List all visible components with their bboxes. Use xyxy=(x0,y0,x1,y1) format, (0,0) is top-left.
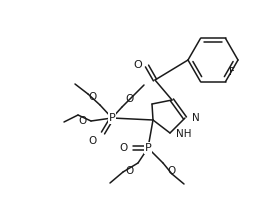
Text: O: O xyxy=(133,60,142,70)
Text: O: O xyxy=(89,92,97,102)
Text: O: O xyxy=(89,136,97,146)
Text: P: P xyxy=(109,113,115,123)
Text: F: F xyxy=(229,67,234,77)
Text: O: O xyxy=(120,143,128,153)
Text: P: P xyxy=(145,143,151,153)
Text: O: O xyxy=(167,166,175,176)
Text: N: N xyxy=(192,113,200,123)
Text: O: O xyxy=(79,116,87,126)
Text: O: O xyxy=(125,94,133,104)
Text: NH: NH xyxy=(176,129,191,139)
Text: O: O xyxy=(126,166,134,176)
